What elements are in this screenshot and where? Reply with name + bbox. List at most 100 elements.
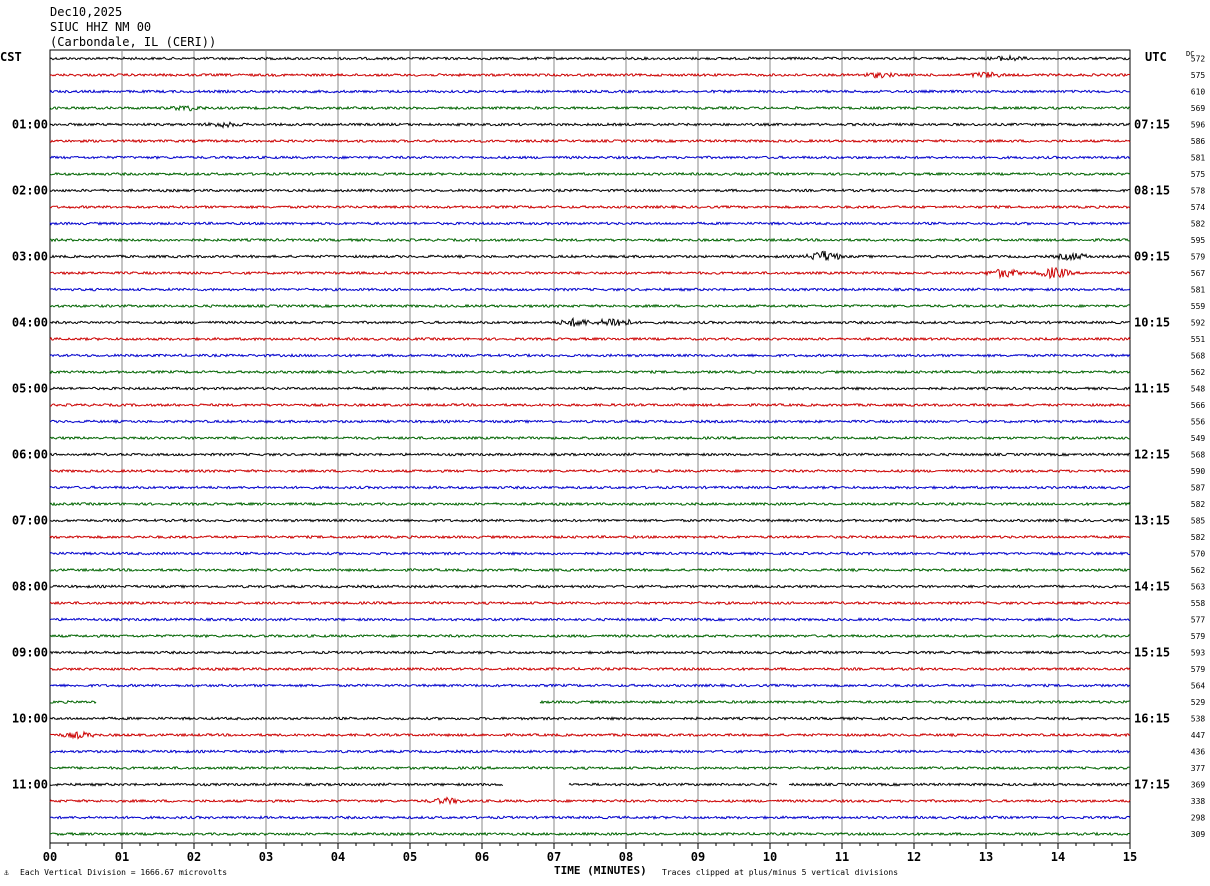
dc-offset-label: 549 [1191,434,1206,443]
left-hour-label: 02:00 [12,184,48,198]
dc-offset-label: 582 [1191,533,1206,542]
x-tick-label-15: 15 [1123,850,1137,864]
trace-line-4 [49,121,1131,129]
dc-offset-label: 309 [1191,830,1206,839]
right-hour-label: 07:15 [1134,118,1170,132]
right-timezone-label: UTC [1145,50,1167,64]
left-hour-label: 04:00 [12,316,48,330]
dc-offset-label: 582 [1191,220,1206,229]
x-tick-label-11: 11 [835,850,849,864]
dc-offset-label: 595 [1191,236,1206,245]
trace-line-32 [49,584,1131,589]
dc-offset-label: 436 [1191,748,1206,757]
x-tick-label-04: 04 [331,850,345,864]
trace-line-2 [49,89,1131,94]
trace-line-0 [49,54,1131,62]
trace-line-6 [49,155,1131,160]
dc-offset-label: 587 [1191,484,1206,493]
trace-line-27 [49,501,1131,507]
dc-offset-label: 556 [1191,418,1206,427]
trace-line-22 [49,419,1131,424]
left-hour-label: 07:00 [12,514,48,528]
trace-line-41 [49,730,1131,740]
dc-offset-label: 575 [1191,170,1206,179]
dc-offset-label: 562 [1191,566,1206,575]
footer-marker-icon: ⚓ [4,868,9,877]
trace-line-21 [49,402,1131,408]
trace-line-8 [49,188,1130,193]
dc-offset-label: 298 [1191,814,1206,823]
right-hour-label: 10:15 [1134,316,1170,330]
scale-note: Each Vertical Division = 1666.67 microvo… [20,868,228,877]
left-hour-label: 10:00 [12,712,48,726]
trace-line-19 [49,369,1131,375]
dc-offset-label: 569 [1191,104,1206,113]
x-tick-label-00: 00 [43,850,57,864]
trace-line-1 [49,71,1131,79]
dc-offset-label: 586 [1191,137,1206,146]
trace-line-40 [49,716,1131,721]
trace-line-39 [49,699,1131,705]
dc-offset-label: 579 [1191,665,1206,674]
trace-line-42 [49,749,1131,754]
x-tick-label-12: 12 [907,850,921,864]
trace-line-11 [49,237,1131,243]
x-tick-label-13: 13 [979,850,993,864]
dc-offset-label: 369 [1191,781,1206,790]
plot-frame [49,49,1131,844]
trace-line-46 [49,815,1131,820]
dc-offset-label: 577 [1191,616,1206,625]
right-hour-label: 15:15 [1134,646,1170,660]
trace-line-28 [49,518,1131,524]
trace-line-16 [49,317,1131,327]
trace-line-31 [49,567,1131,573]
trace-line-44 [49,782,1131,787]
trace-line-35 [49,633,1131,639]
clip-note: Traces clipped at plus/minus 5 vertical … [662,868,899,877]
left-hour-label: 08:00 [12,580,48,594]
dc-offset-label: 548 [1191,385,1206,394]
right-hour-label: 17:15 [1134,778,1170,792]
dc-offset-label: 582 [1191,500,1206,509]
dc-offset-label: 574 [1191,203,1206,212]
trace-line-10 [49,221,1131,226]
right-hour-label: 14:15 [1134,580,1170,594]
x-tick-label-06: 06 [475,850,489,864]
trace-line-17 [49,336,1131,342]
dc-offset-label: 338 [1191,797,1206,806]
trace-line-9 [49,204,1131,210]
right-hour-label: 13:15 [1134,514,1170,528]
trace-line-26 [49,485,1131,490]
trace-line-7 [49,171,1131,177]
right-hour-label: 09:15 [1134,250,1170,264]
trace-line-38 [49,683,1131,689]
dc-offset-label: 538 [1191,715,1206,724]
dc-offset-label: 377 [1191,764,1206,773]
right-hour-label: 11:15 [1134,382,1170,396]
trace-line-36 [49,650,1131,655]
station-label: SIUC HHZ NM 00 [50,20,152,34]
trace-line-18 [49,353,1131,358]
trace-line-15 [49,303,1131,309]
dc-offset-label: 558 [1191,599,1206,608]
dc-offset-label: 581 [1191,154,1206,163]
right-hour-label: 12:15 [1134,448,1170,462]
dc-offset-label: 578 [1191,187,1206,196]
left-hour-label: 06:00 [12,448,48,462]
trace-line-43 [49,765,1131,771]
trace-line-5 [49,138,1131,144]
right-hour-label: 08:15 [1134,184,1170,198]
dc-offset-label: 585 [1191,517,1206,526]
trace-line-23 [49,435,1131,441]
dc-offset-label: 567 [1191,269,1206,278]
x-tick-label-03: 03 [259,850,273,864]
dc-offset-label: 592 [1191,319,1206,328]
left-timezone-label: CST [0,50,22,64]
dc-offset-label: 564 [1191,682,1206,691]
dc-offset-label: 575 [1191,71,1206,80]
dc-offset-label: 579 [1191,253,1206,262]
trace-line-33 [49,600,1131,606]
x-tick-label-02: 02 [187,850,201,864]
right-hour-label: 16:15 [1134,712,1170,726]
